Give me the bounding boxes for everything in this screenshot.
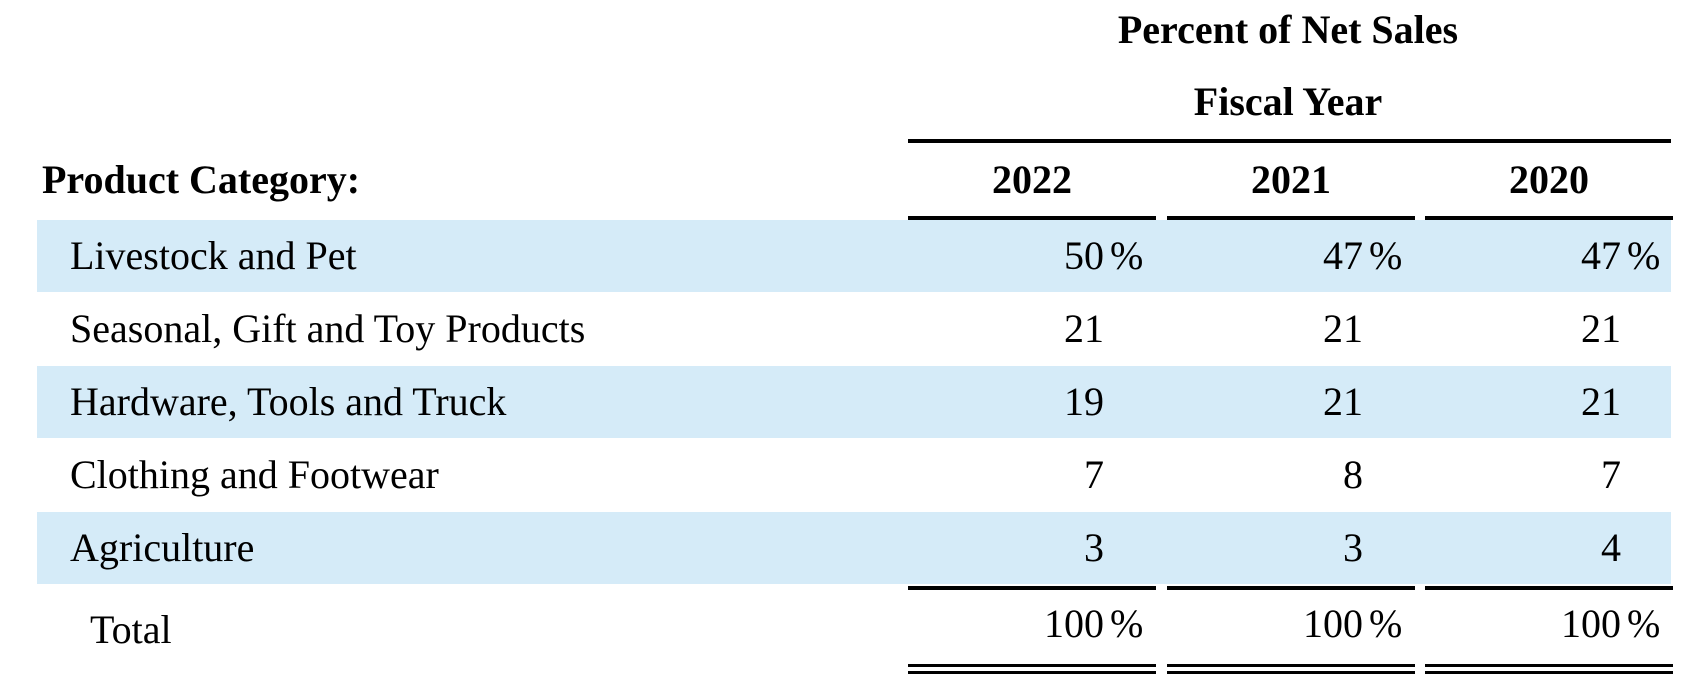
percent-sign: % xyxy=(1627,601,1661,646)
table-subtitle: Fiscal Year xyxy=(1193,79,1383,124)
total-value: 100 xyxy=(1044,601,1104,646)
percent-sign: % xyxy=(1369,233,1403,278)
table-title: Percent of Net Sales xyxy=(1117,7,1459,52)
percent-sign: % xyxy=(1110,601,1144,646)
cell-value: 47 xyxy=(1581,233,1621,278)
year-header-2021: 2021 xyxy=(1251,157,1331,202)
table-row-label: Agriculture xyxy=(70,525,255,570)
double-rule xyxy=(908,671,1156,674)
header-rule xyxy=(908,139,1671,143)
cell-value: 4 xyxy=(1601,525,1621,570)
double-rule xyxy=(1167,664,1415,667)
double-rule xyxy=(1425,664,1673,667)
cell-value: 7 xyxy=(1084,452,1104,497)
subtotal-rule xyxy=(908,586,1156,590)
cell-value: 21 xyxy=(1323,306,1363,351)
subtotal-rule xyxy=(1167,586,1415,590)
cell-value: 21 xyxy=(1064,306,1104,351)
cell-value: 8 xyxy=(1343,452,1363,497)
row-band xyxy=(37,512,1671,584)
cell-value: 47 xyxy=(1323,233,1363,278)
column-rule xyxy=(908,216,1156,220)
column-rule xyxy=(1425,216,1673,220)
table-row-label: Hardware, Tools and Truck xyxy=(70,379,507,424)
year-header-2022: 2022 xyxy=(992,157,1072,202)
cell-value: 3 xyxy=(1343,525,1363,570)
total-label: Total xyxy=(90,607,172,652)
table-row-label: Seasonal, Gift and Toy Products xyxy=(70,306,586,351)
double-rule xyxy=(1425,671,1673,674)
cell-value: 50 xyxy=(1064,233,1104,278)
percent-sign: % xyxy=(1110,233,1144,278)
double-rule xyxy=(908,664,1156,667)
cell-value: 7 xyxy=(1601,452,1621,497)
percent-sign: % xyxy=(1369,601,1403,646)
table-row-label: Clothing and Footwear xyxy=(70,452,439,497)
year-header-2020: 2020 xyxy=(1509,157,1589,202)
cell-value: 21 xyxy=(1323,379,1363,424)
subtotal-rule xyxy=(1425,586,1673,590)
column-rule xyxy=(1167,216,1415,220)
cell-value: 21 xyxy=(1581,379,1621,424)
total-value: 100 xyxy=(1303,601,1363,646)
row-band xyxy=(37,220,1671,292)
cell-value: 19 xyxy=(1064,379,1104,424)
total-value: 100 xyxy=(1561,601,1621,646)
double-rule xyxy=(1167,671,1415,674)
cell-value: 3 xyxy=(1084,525,1104,570)
table-row-label: Livestock and Pet xyxy=(70,233,357,278)
row-band xyxy=(37,366,1671,438)
percent-sign: % xyxy=(1627,233,1661,278)
cell-value: 21 xyxy=(1581,306,1621,351)
category-header: Product Category: xyxy=(42,157,361,202)
